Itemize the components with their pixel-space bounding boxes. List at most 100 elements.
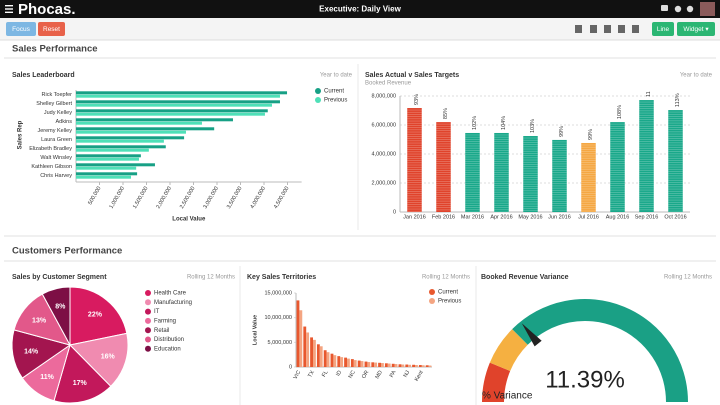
- slice-label: 17%: [73, 380, 88, 387]
- legend-label: Health Care: [154, 291, 187, 297]
- user-icon[interactable]: [604, 25, 611, 33]
- bar-annotation: 104%: [501, 116, 507, 130]
- legend-swatch: [145, 336, 151, 343]
- y-tick-label: Walt Winsley: [40, 155, 72, 161]
- line-button[interactable]: [652, 22, 674, 36]
- chart-title: Sales Leaderboard: [12, 72, 75, 79]
- gauge-label: % Variance: [482, 391, 533, 402]
- star-icon[interactable]: [674, 5, 682, 13]
- legend-swatch: [145, 290, 151, 296]
- legend-label: Current: [324, 89, 344, 95]
- y-tick-label: 5,000,000: [268, 340, 292, 346]
- avatar[interactable]: [700, 2, 715, 16]
- gauge-value: 11.39%: [545, 366, 625, 393]
- bar: [394, 364, 398, 367]
- y-tick-label: 15,000,000: [264, 290, 292, 296]
- chart-period: Year to date: [680, 73, 713, 79]
- bar: [296, 300, 300, 367]
- y-tick-label: Jeremy Kelley: [37, 128, 72, 134]
- delete-icon[interactable]: [632, 25, 639, 33]
- legend-label: Current: [438, 290, 458, 296]
- x-tick-label: MD: [375, 370, 384, 380]
- bar-annotation: 99%: [559, 126, 565, 137]
- bar: [76, 94, 280, 98]
- widget-button[interactable]: [677, 22, 715, 36]
- bar: [76, 127, 215, 131]
- legend-label: IT: [154, 309, 160, 315]
- bar: [387, 363, 391, 367]
- bar: [357, 360, 361, 367]
- bar: [76, 136, 185, 140]
- x-tick-label: Kent: [414, 369, 425, 382]
- x-tick-label: Mar 2016: [461, 214, 484, 220]
- x-tick-label: Sep 2016: [635, 214, 659, 220]
- legend-swatch: [315, 88, 321, 94]
- bar: [668, 110, 683, 212]
- x-tick-label: 2,000,000: [156, 186, 173, 210]
- bar: [76, 100, 280, 104]
- bar: [76, 148, 149, 152]
- bar: [465, 132, 480, 212]
- y-tick-label: Laura Green: [41, 137, 72, 143]
- legend-label: Previous: [324, 98, 347, 104]
- bar: [412, 364, 415, 367]
- bar-annotation: 93%: [414, 94, 420, 105]
- bar: [378, 362, 381, 367]
- x-tick-label: 4,000,000: [250, 186, 267, 210]
- y-tick-label: Chris Harvey: [40, 173, 72, 179]
- bar-annotation: 103%: [530, 119, 536, 133]
- bar: [421, 365, 425, 367]
- menu-icon[interactable]: [5, 5, 13, 13]
- legend-swatch: [145, 308, 151, 315]
- bar: [350, 359, 354, 367]
- gauge-band: [512, 299, 688, 402]
- help-icon[interactable]: [686, 5, 694, 13]
- logo: Phocas.: [18, 1, 76, 18]
- bar-annotation: 85%: [443, 108, 449, 119]
- bar: [360, 361, 364, 367]
- bar: [347, 358, 350, 367]
- focus-button[interactable]: [6, 22, 36, 36]
- section-title: Customers Performance: [12, 246, 122, 257]
- bar: [306, 332, 310, 367]
- section-title: Sales Performance: [12, 44, 98, 55]
- bar: [639, 100, 654, 212]
- legend-swatch: [145, 299, 151, 306]
- bar: [76, 118, 233, 122]
- reset-button[interactable]: [38, 22, 65, 36]
- slice-label: 16%: [101, 353, 116, 360]
- bar: [316, 344, 320, 367]
- y-tick-label: Elizabeth Bradley: [29, 146, 72, 152]
- bar: [344, 357, 347, 367]
- copy-icon[interactable]: [618, 25, 625, 33]
- x-tick-label: NC: [348, 370, 357, 380]
- pie-slice: [53, 344, 112, 404]
- bar: [610, 122, 625, 212]
- x-tick-label: PA: [389, 369, 398, 378]
- bar: [76, 172, 138, 176]
- x-tick-label: 1,000,000: [109, 186, 126, 210]
- y-tick-label: Rick Toepfer: [42, 92, 73, 98]
- bar: [401, 364, 405, 367]
- chart-subtitle: Booked Revenue: [365, 81, 412, 87]
- x-tick-label: 4,500,000: [273, 186, 290, 210]
- chart-title: Key Sales Territories: [247, 274, 316, 281]
- legend-label: Farming: [154, 318, 176, 324]
- x-tick-label: TX: [307, 369, 316, 378]
- x-tick-label: Feb 2016: [432, 214, 455, 220]
- refresh-icon[interactable]: [575, 25, 582, 33]
- header-icons: [661, 2, 715, 16]
- print-icon[interactable]: [590, 25, 597, 33]
- chat-icon[interactable]: [661, 5, 668, 11]
- bar-annotation: 108%: [617, 105, 623, 119]
- bar: [374, 362, 378, 367]
- x-tick-label: NJ: [403, 370, 412, 379]
- bar-annotation: 102%: [472, 116, 478, 130]
- reset-label: Reset: [43, 26, 60, 33]
- bar: [340, 357, 344, 367]
- legend-swatch: [145, 327, 151, 334]
- bar-annotation: 11: [646, 91, 652, 97]
- bar: [76, 103, 272, 107]
- bar: [333, 355, 337, 367]
- legend-label: Retail: [154, 328, 169, 334]
